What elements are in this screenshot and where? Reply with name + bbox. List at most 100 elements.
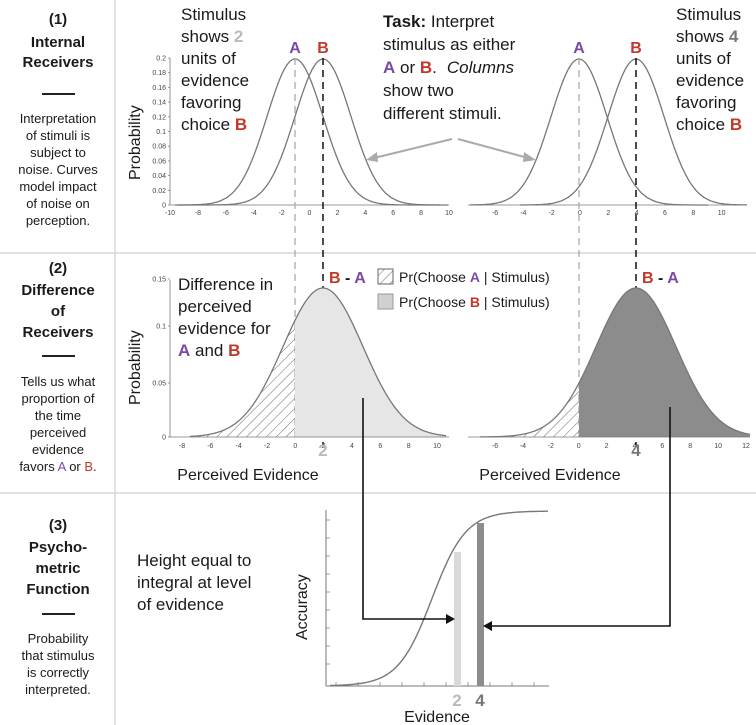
row2-right-x-tick-label: -2 [548,443,554,450]
row1-sidebar: (1) Internal Receivers Interpretation of… [18,11,98,228]
row1-desc-7: perception. [26,213,90,228]
row3-title-line2: metric [35,560,80,577]
svg-text:evidence: evidence [676,71,744,90]
row1-y-axis-label: Probability [127,105,144,180]
svg-text:favoring: favoring [181,93,241,112]
right-choose-a-area [480,383,579,437]
left-label-a: A [289,40,301,57]
row2-right-x-tick-label: 2 [605,443,609,450]
row2-right-x-tick-label: 4 [632,443,636,450]
svg-text:different stimuli.: different stimuli. [383,104,502,123]
row3-desc-2: that stimulus [22,648,95,663]
row1-y-tick-label: 0.08 [152,144,166,151]
row3-x-axis-label: Evidence [404,709,470,725]
row2-left-x-tick-label: 10 [433,443,441,450]
row2-left-x-tick-label: 6 [378,443,382,450]
left-choose-a-area [190,320,295,437]
left-difference-curve [190,287,447,438]
svg-text:evidence for: evidence for [178,319,271,338]
height-note-line3: of evidence [137,595,224,614]
row1-right-x-tick-label: 0 [578,210,582,217]
row3-desc-1: Probability [28,631,89,646]
legend-choose-b: Pr(Choose B | Stimulus) [399,294,550,310]
accuracy-bar-4 [477,523,484,686]
row1-left-x-tick-label: 4 [363,210,367,217]
height-note-line2: integral at level [137,573,251,592]
svg-text:shows 2: shows 2 [181,27,243,46]
row1-left-x-tick-label: 10 [445,210,453,217]
svg-text:show two: show two [383,81,454,100]
row1-y-tick-label: 0.02 [152,188,166,195]
row1-number: (1) [49,11,67,28]
row1-right-x-tick-label: 6 [663,210,667,217]
row2-x-ticks-left: -8 -6 -4 -2 0 2 4 6 8 10 [179,443,441,450]
row3-title-line1: Psycho- [29,539,87,556]
svg-text:Task: Interpret: Task: Interpret [383,12,494,31]
row1-right-x-tick-label: 8 [691,210,695,217]
bottom-marker-4: 4 [475,691,485,710]
curve-left-receiver-b [178,58,448,206]
row2-y-tick-label: 0.15 [152,277,166,284]
connector-arrows [362,398,671,631]
left-label-b: B [317,40,329,57]
svg-text:Difference in: Difference in [178,275,273,294]
right-stimulus-note: Stimulus shows 4 units of evidence favor… [676,5,744,134]
row2-right-x-tick-label: -4 [520,443,526,450]
left-choose-b-area [295,288,446,437]
svg-text:shows 4: shows 4 [676,27,739,46]
svg-text:units of: units of [181,49,236,68]
row1-y-tick-label: 0.12 [152,114,166,121]
right-choose-b-area [579,288,750,437]
row1-right-x-tick-label: 2 [606,210,610,217]
row2-y-tick-label: 0.05 [152,381,166,388]
svg-text:choice B: choice B [676,115,742,134]
difference-note: Difference in perceived evidence for A a… [178,275,273,360]
svg-text:Stimulus: Stimulus [181,5,246,24]
row2-left-x-tick-label: 0 [293,443,297,450]
task-note: Task: Interpret stimulus as either A or … [383,12,516,123]
legend-swatch-choose-b [377,293,394,310]
svg-text:perceived: perceived [178,297,252,316]
row1-right-x-tick-label: -2 [549,210,555,217]
row1-left-x-tick-label: -8 [195,210,201,217]
row1-y-tick-label: 0.14 [152,100,166,107]
row2-right-x-tick-label: 6 [660,443,664,450]
row1-y-tick-label: 0.1 [156,129,166,136]
left-evidence-marker: 2 [318,441,327,460]
row2-right-x-tick-label: 12 [742,443,750,450]
row1-left-x-tick-label: -6 [223,210,229,217]
row2-title-line3: Receivers [23,324,94,341]
row2-desc-1: Tells us what [21,374,96,389]
row1-plots: Probability 0.20.180.160.140.120.10.080.… [127,5,747,217]
legend-swatch-choose-a [377,268,394,285]
row1-desc-6: of noise on [26,196,90,211]
psychometric-curve [329,510,548,687]
row1-x-ticks-left: -10 -8 -6 -4 -2 0 2 4 6 8 10 [165,210,453,217]
right-b-minus-a: B - A [642,270,679,287]
row3-desc-4: interpreted. [25,682,91,697]
row1-left-x-tick-label: 8 [419,210,423,217]
row3-y-axis-label: Accuracy [294,574,311,640]
svg-text:A or B.Columns: A or B. Columns [383,58,514,77]
left-stimulus-note: Stimulus shows 2 units of evidence favor… [181,5,249,134]
row1-desc-5: model impact [19,179,97,194]
row1-title-line1: Internal [31,34,85,51]
row1-desc-1: Interpretation [20,111,97,126]
curve-left-receiver-a [175,58,440,206]
row2-right-x-tick-label: 10 [714,443,722,450]
legend: Pr(Choose A | Stimulus) Pr(Choose B | St… [377,268,550,310]
row1-y-tick-label: 0.16 [152,85,166,92]
row3-title-line3: Function [26,581,89,598]
row1-left-x-tick-label: -2 [278,210,284,217]
row1-y-tick-label: 0.04 [152,173,166,180]
row2-title-line1: Difference [21,282,94,299]
row2-left-x-tick-label: 2 [322,443,326,450]
row1-desc-2: of stimuli is [26,128,91,143]
row3-desc-3: is correctly [27,665,90,680]
svg-text:choice B: choice B [181,115,247,134]
row2-left-x-axis-label: Perceived Evidence [177,467,319,484]
row1-y-tick-label: 0.06 [152,158,166,165]
row2-plots: Probability 0.15 0.1 0.05 0 -8 -6 -4 -2 0 2 4 6 8 10… [127,268,751,484]
